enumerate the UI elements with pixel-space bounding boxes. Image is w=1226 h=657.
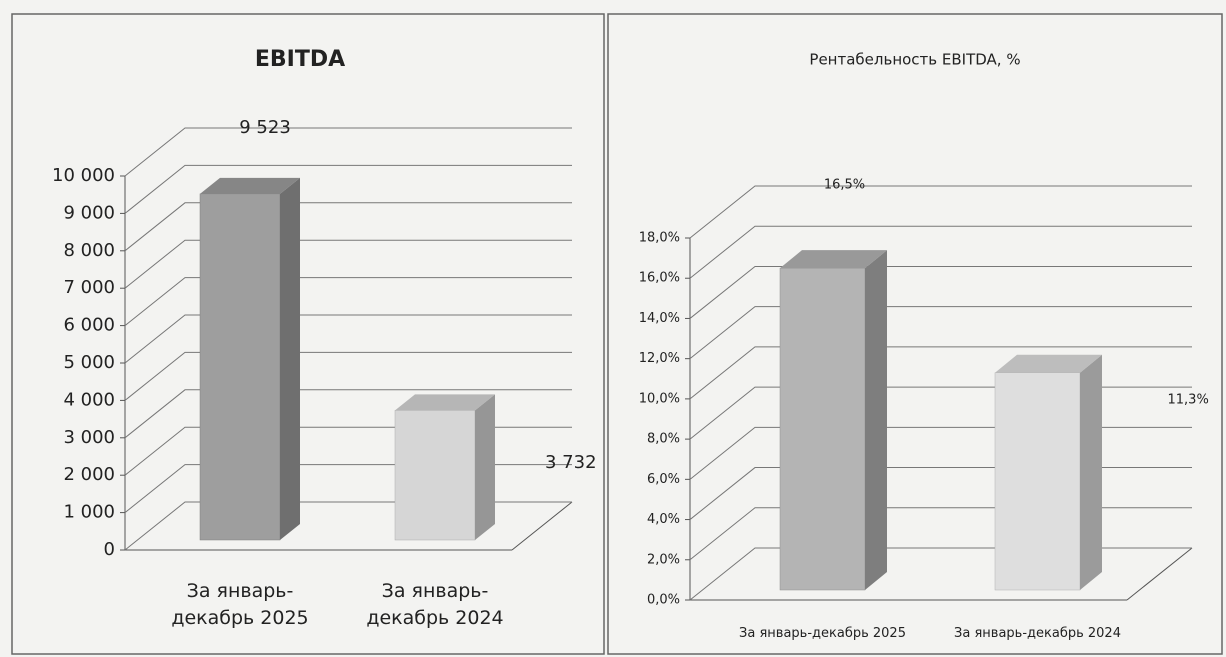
grid-line [124,389,572,439]
x-tick-label: За январь-декабрь 2024 [366,580,504,629]
y-tick-label: 5 000 [63,352,115,373]
y-tick-label: 10,0% [639,391,680,406]
y-tick-label: 12,0% [639,351,680,366]
y-tick-label: 0,0% [647,593,680,608]
grid-line [689,547,1192,601]
value-label: 3 732 [545,452,597,473]
x-tick-label: За январь-декабрь 2024 [954,626,1121,641]
grid-line [689,185,1192,239]
bar-side [1080,354,1102,590]
x-tick-label: За январь-декабрь 2025 [739,626,906,641]
grid-line [124,127,572,177]
bar-top [780,250,887,269]
grid-line [689,306,1192,360]
y-tick-label: 2,0% [647,552,680,567]
y-tick-label: 9 000 [63,202,115,223]
grid-line [124,501,572,551]
grid-line [689,507,1192,561]
grid-line [124,202,572,252]
y-tick-label: 18,0% [639,231,680,246]
grid-line [689,225,1192,279]
floor-edge [511,501,573,551]
grid-line [689,346,1192,400]
y-tick-label: 8 000 [63,240,115,261]
bar-front [779,267,866,591]
bar-side [865,250,887,590]
grid-line [689,265,1192,319]
x-tick-label: За январь-декабрь 2025 [171,580,309,629]
y-tick-label: 3 000 [63,427,115,448]
y-tick-label: 6 000 [63,315,115,336]
value-label: 16,5% [824,178,865,193]
bar-side [475,394,495,540]
bar-top [395,394,495,411]
grid-line [689,386,1192,440]
bar [994,354,1102,591]
y-tick-label: 8,0% [647,432,680,447]
floor-edge [1126,547,1193,601]
grid-line [124,314,572,364]
grid-line [124,426,572,476]
bar [779,250,887,591]
grid-line [124,164,572,214]
y-tick-label: 10 000 [52,165,115,186]
y-tick-label: 2 000 [63,464,115,485]
bar-front [199,193,281,541]
bar [394,394,495,541]
grid-line [124,239,572,289]
grid-line [689,426,1192,480]
y-tick-label: 4,0% [647,512,680,527]
y-tick-label: 0 [104,539,115,560]
panel-border [607,13,1223,655]
grid-line [124,464,572,513]
grid-line [124,277,572,326]
grid-line [124,351,572,401]
y-tick-label: 6,0% [647,472,680,487]
value-label: 9 523 [239,117,291,138]
y-tick-label: 14,0% [639,311,680,326]
bar-side [280,177,300,541]
y-tick-label: 7 000 [63,277,115,298]
grid-line [689,467,1192,520]
bar-front [394,410,476,541]
bar-front [994,372,1081,591]
panel-border [11,13,605,655]
bar [199,177,300,541]
y-tick-label: 16,0% [639,271,680,286]
value-label: 11,3% [1168,393,1209,408]
chart-title: Рентабельность EBITDA, % [809,51,1020,69]
bar-top [995,354,1102,373]
bar-top [200,177,300,194]
y-tick-label: 4 000 [63,389,115,410]
y-tick-label: 1 000 [63,502,115,523]
chart-title: EBITDA [255,47,345,72]
